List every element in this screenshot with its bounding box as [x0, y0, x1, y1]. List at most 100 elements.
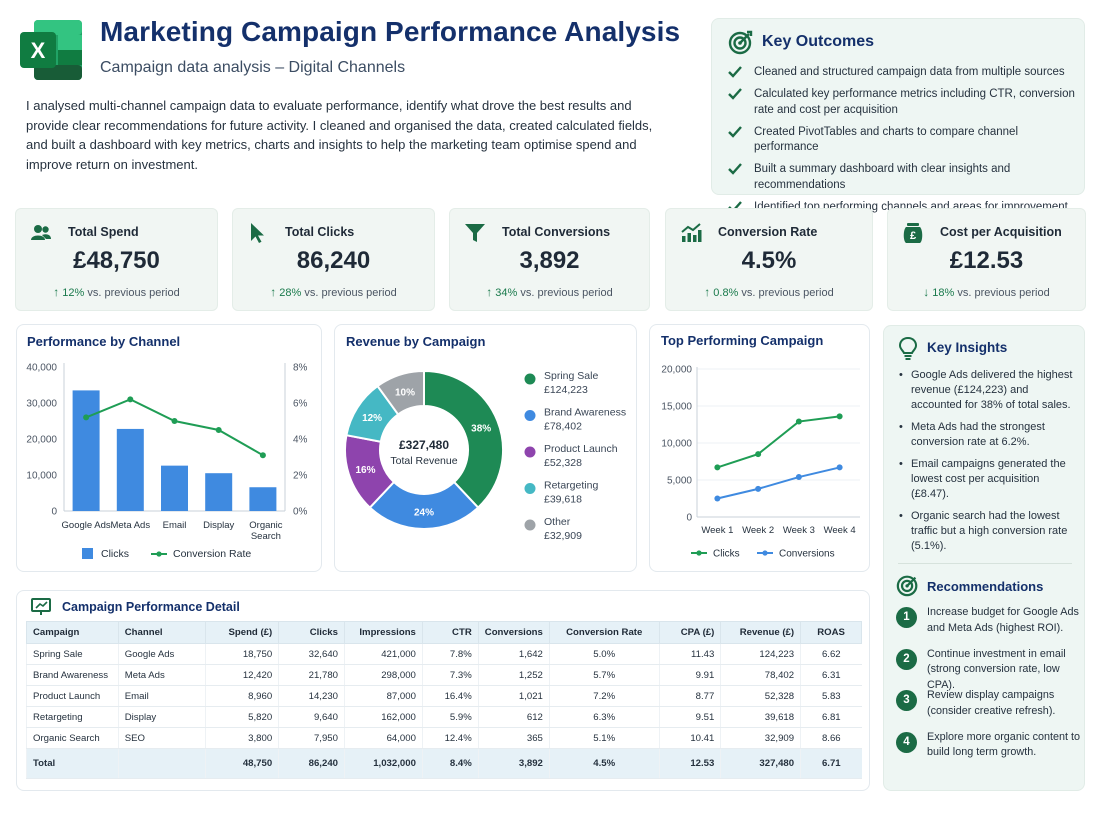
- kpi-label: Total Spend: [68, 225, 139, 239]
- table-cell: Retargeting: [26, 706, 119, 728]
- point-conversion-rate: [259, 452, 266, 459]
- y-tick-label-right: 6%: [293, 399, 308, 410]
- donut-center-label: Total Revenue: [390, 455, 457, 467]
- kpi-value: 4.5%: [741, 247, 797, 274]
- table-cell: 8.66: [800, 727, 862, 749]
- outcome-text: Built a summary dashboard with clear ins…: [754, 163, 1011, 191]
- step-number-badge: 1: [896, 607, 917, 628]
- channel-combo-chart: 0 10,000 20,000 30,000 40,000 0% 2% 4% 6% 8% Googl…: [26, 363, 308, 561]
- table-cell: 48,750: [205, 748, 279, 779]
- table-cell: Organic Search: [26, 727, 119, 749]
- arrow-up-icon: ↑: [270, 285, 277, 299]
- point-conversion-rate: [215, 427, 222, 433]
- table-row: Retargeting Display 5,820 9,640 162,000 5.9% 6…: [26, 706, 862, 728]
- table-cell: 87,000: [343, 685, 423, 707]
- table-title: Campaign Performance Detail: [62, 600, 240, 614]
- legend-label: Brand Awareness: [544, 407, 626, 419]
- arrow-up-icon: ↑: [53, 285, 60, 299]
- x-tick-label: Display: [203, 520, 234, 531]
- table-cell: 86,240: [278, 748, 345, 779]
- series-point: [755, 451, 762, 458]
- insight-item: Email campaigns generated the lowest cos…: [898, 457, 1080, 502]
- column-header: ROAS: [800, 621, 862, 644]
- table-cell: 78,402: [720, 664, 801, 686]
- table-cell: 9.91: [658, 664, 721, 686]
- donut-slice: [423, 369, 504, 510]
- trend-chart-icon: [681, 223, 702, 242]
- bar-clicks: [116, 428, 144, 511]
- x-tick-label: Search: [251, 531, 281, 542]
- funnel-icon: [465, 224, 485, 242]
- insights-list: Google Ads delivered the highest revenue…: [898, 368, 1080, 561]
- kpi-value: 3,892: [519, 247, 580, 274]
- kpi-card-cost-per-acquisition: £ Cost per Acquisition £12.53 ↓ 18% vs. p…: [887, 208, 1086, 311]
- table-cell: 8.77: [658, 685, 721, 707]
- table-cell: 6.3%: [548, 706, 660, 728]
- table-cell: 7,950: [278, 727, 345, 749]
- kpi-card-total-conversions: Total Conversions 3,892 ↑ 34% vs. previou…: [449, 208, 650, 311]
- kpi-card-total-spend: Total Spend £48,750 ↑ 12% vs. previous pe…: [15, 208, 218, 311]
- table-cell: 3,892: [477, 748, 550, 779]
- y-tick-label: 15,000: [661, 402, 692, 413]
- table-cell: 12.53: [658, 748, 721, 779]
- recommendation-item: 4 Explore more organic content to build l…: [896, 730, 1081, 772]
- legend-label: Clicks: [101, 548, 129, 560]
- kpi-label: Total Clicks: [285, 225, 355, 239]
- legend-label: Conversion Rate: [173, 548, 251, 560]
- panel-title: Top Performing Campaign: [661, 333, 824, 348]
- insights-panel: Key Insights Google Ads delivered the hi…: [883, 325, 1085, 791]
- check-icon: [728, 163, 742, 175]
- outcomes-list: Cleaned and structured campaign data fro…: [726, 65, 1081, 222]
- excel-logo-icon: X: [20, 20, 82, 80]
- x-tick-label: Week 4: [824, 525, 856, 536]
- series-point: [795, 418, 802, 425]
- y-tick-label-left: 30,000: [26, 399, 57, 410]
- series-point: [755, 485, 762, 492]
- legend-label: Conversions: [779, 549, 835, 560]
- cursor-icon: [251, 223, 264, 243]
- table-cell: Email: [117, 685, 206, 707]
- table-cell: 7.2%: [548, 685, 660, 707]
- legend-label: Other: [544, 516, 571, 528]
- bar-clicks: [249, 487, 277, 511]
- table-cell: 32,909: [720, 727, 801, 749]
- table-cell: [117, 748, 206, 779]
- arrow-up-icon: ↑: [704, 285, 711, 299]
- table-cell: 327,480: [720, 748, 801, 779]
- y-tick-label-left: 0: [51, 507, 57, 518]
- kpi-change: ↓ 18% vs. previous period: [923, 285, 1050, 299]
- recommendation-item: 3 Review display campaigns (consider crea…: [896, 688, 1081, 730]
- insight-item: Meta Ads had the strongest conversion ra…: [898, 420, 1080, 450]
- legend-marker: [156, 551, 162, 557]
- arrow-up-icon: ↑: [486, 285, 493, 299]
- bar-clicks: [72, 390, 100, 511]
- column-header: Campaign: [26, 621, 119, 644]
- table-cell: Brand Awareness: [26, 664, 119, 686]
- legend-swatch: [524, 483, 536, 494]
- point-conversion-rate: [83, 414, 90, 421]
- column-header: Conversions: [477, 621, 550, 644]
- table-cell: 64,000: [343, 727, 423, 749]
- kpi-value: £48,750: [73, 247, 160, 274]
- outcome-text: Created PivotTables and charts to compar…: [754, 125, 1019, 154]
- table-cell: 6.62: [800, 643, 862, 665]
- legend-label: Spring Sale: [544, 370, 598, 382]
- y-tick-label-left: 40,000: [26, 363, 57, 374]
- kpi-change: ↑ 0.8% vs. previous period: [704, 285, 834, 299]
- table-cell: 8.4%: [421, 748, 479, 779]
- lightbulb-icon: [898, 336, 918, 360]
- table-cell: 124,223: [720, 643, 801, 665]
- legend-swatch-clicks: [82, 548, 93, 559]
- kpi-label: Total Conversions: [502, 225, 611, 239]
- check-icon: [728, 125, 742, 138]
- page-title: Marketing Campaign Performance Analysis: [100, 16, 681, 47]
- table-cell: Display: [117, 706, 206, 728]
- presentation-icon: [31, 598, 51, 615]
- kpi-card-conversion-rate: Conversion Rate 4.5% ↑ 0.8% vs. previous …: [665, 208, 873, 311]
- legend-swatch: [524, 410, 536, 421]
- table-cell: 1,252: [477, 664, 550, 686]
- table-cell: 9,640: [278, 706, 345, 728]
- outcome-item: Cleaned and structured campaign data fro…: [726, 65, 1081, 81]
- line-conversion-rate: [85, 398, 264, 457]
- y-tick-label-right: 2%: [293, 471, 308, 482]
